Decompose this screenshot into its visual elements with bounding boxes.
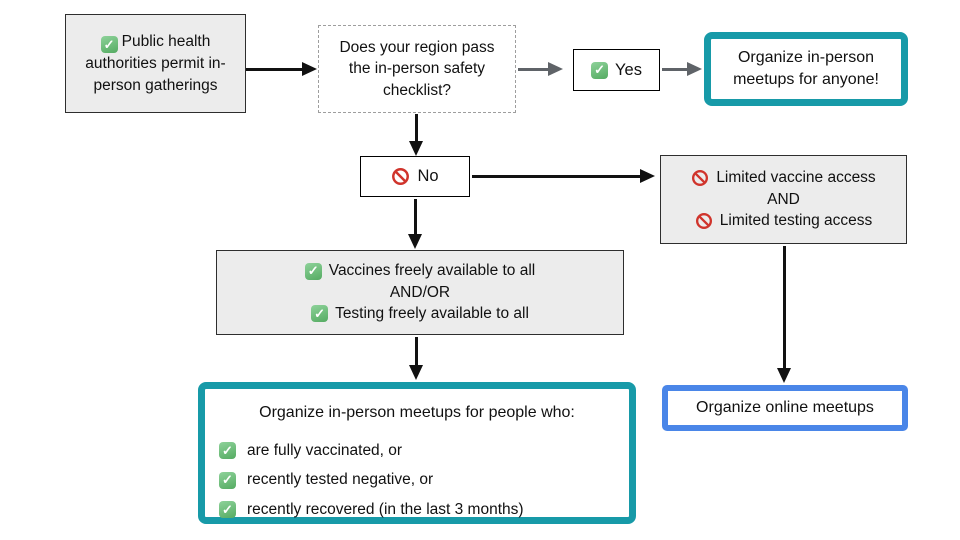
- arrow-head: [777, 368, 791, 383]
- prohibited-icon: [695, 212, 712, 229]
- arrow-line: [415, 114, 418, 141]
- permit-label: Public health authorities permit in-pers…: [85, 32, 226, 94]
- criteria-item: ✓ are fully vaccinated, or: [219, 440, 615, 461]
- arrow-head: [640, 169, 655, 183]
- arrow-line: [414, 199, 417, 234]
- criteria-item: ✓ recently recovered (in the last 3 mont…: [219, 499, 615, 520]
- node-text: ✓ Public health authorities permit in-per…: [74, 31, 237, 96]
- arrow-head: [409, 141, 423, 156]
- node-no: No: [360, 156, 470, 197]
- criteria-list: ✓ are fully vaccinated, or ✓ recently te…: [219, 440, 615, 520]
- check-icon: ✓: [219, 442, 236, 460]
- node-organize-online: Organize online meetups: [662, 385, 908, 431]
- limited-testing-label: Limited testing access: [719, 212, 873, 230]
- anyone-label: Organize in-person meetups for anyone!: [733, 48, 879, 88]
- check-icon: ✓: [100, 36, 118, 54]
- arrow-line: [246, 68, 302, 71]
- available-connector: AND/OR: [389, 283, 451, 301]
- criteria-item: ✓ recently tested negative, or: [219, 469, 615, 490]
- criteria-item-label: recently recovered (in the last 3 months…: [247, 500, 524, 518]
- vaccines-available-label: Vaccines freely available to all: [328, 262, 536, 280]
- check-icon: ✓: [311, 305, 329, 323]
- check-icon: ✓: [591, 61, 609, 79]
- prohibited-icon: [692, 170, 709, 187]
- arrow-head: [687, 62, 702, 76]
- criteria-item-label: recently tested negative, or: [247, 471, 434, 489]
- yes-label: Yes: [615, 60, 642, 79]
- node-safety-checklist-question: Does your region pass the in-person safe…: [318, 25, 516, 113]
- node-public-health-permit: ✓ Public health authorities permit in-per…: [65, 14, 246, 113]
- arrow-line: [518, 68, 548, 71]
- limited-line-2: Limited testing access: [695, 210, 873, 231]
- node-organize-anyone: Organize in-person meetups for anyone!: [704, 32, 908, 106]
- arrow-line: [662, 68, 687, 71]
- arrow-line: [415, 337, 418, 365]
- arrow-line: [783, 246, 786, 368]
- online-label: Organize online meetups: [696, 398, 874, 416]
- question-label: Does your region pass the in-person safe…: [339, 38, 495, 99]
- limited-connector: AND: [767, 190, 800, 208]
- no-label: No: [417, 167, 439, 186]
- check-icon: ✓: [304, 262, 322, 280]
- limited-vaccine-label: Limited vaccine access: [716, 169, 876, 187]
- node-yes: ✓ Yes: [573, 49, 660, 91]
- available-line-2: ✓ Testing freely available to all: [311, 303, 529, 324]
- arrow-head: [548, 62, 563, 76]
- node-organize-criteria: Organize in-person meetups for people wh…: [198, 382, 636, 524]
- testing-available-label: Testing freely available to all: [335, 305, 529, 323]
- check-icon: ✓: [219, 471, 236, 489]
- arrow-head: [408, 234, 422, 249]
- arrow-line: [472, 175, 640, 178]
- criteria-title: Organize in-person meetups for people wh…: [259, 404, 575, 421]
- node-freely-available: ✓ Vaccines freely available to all AND/O…: [216, 250, 624, 335]
- prohibited-icon: [392, 168, 410, 185]
- limited-line-1: Limited vaccine access: [691, 167, 876, 188]
- arrow-head: [302, 62, 317, 76]
- arrow-head: [409, 365, 423, 380]
- node-limited-access: Limited vaccine access AND Limited testi…: [660, 155, 907, 244]
- available-line-1: ✓ Vaccines freely available to all: [304, 260, 536, 281]
- check-icon: ✓: [219, 501, 236, 519]
- criteria-item-label: are fully vaccinated, or: [247, 442, 403, 460]
